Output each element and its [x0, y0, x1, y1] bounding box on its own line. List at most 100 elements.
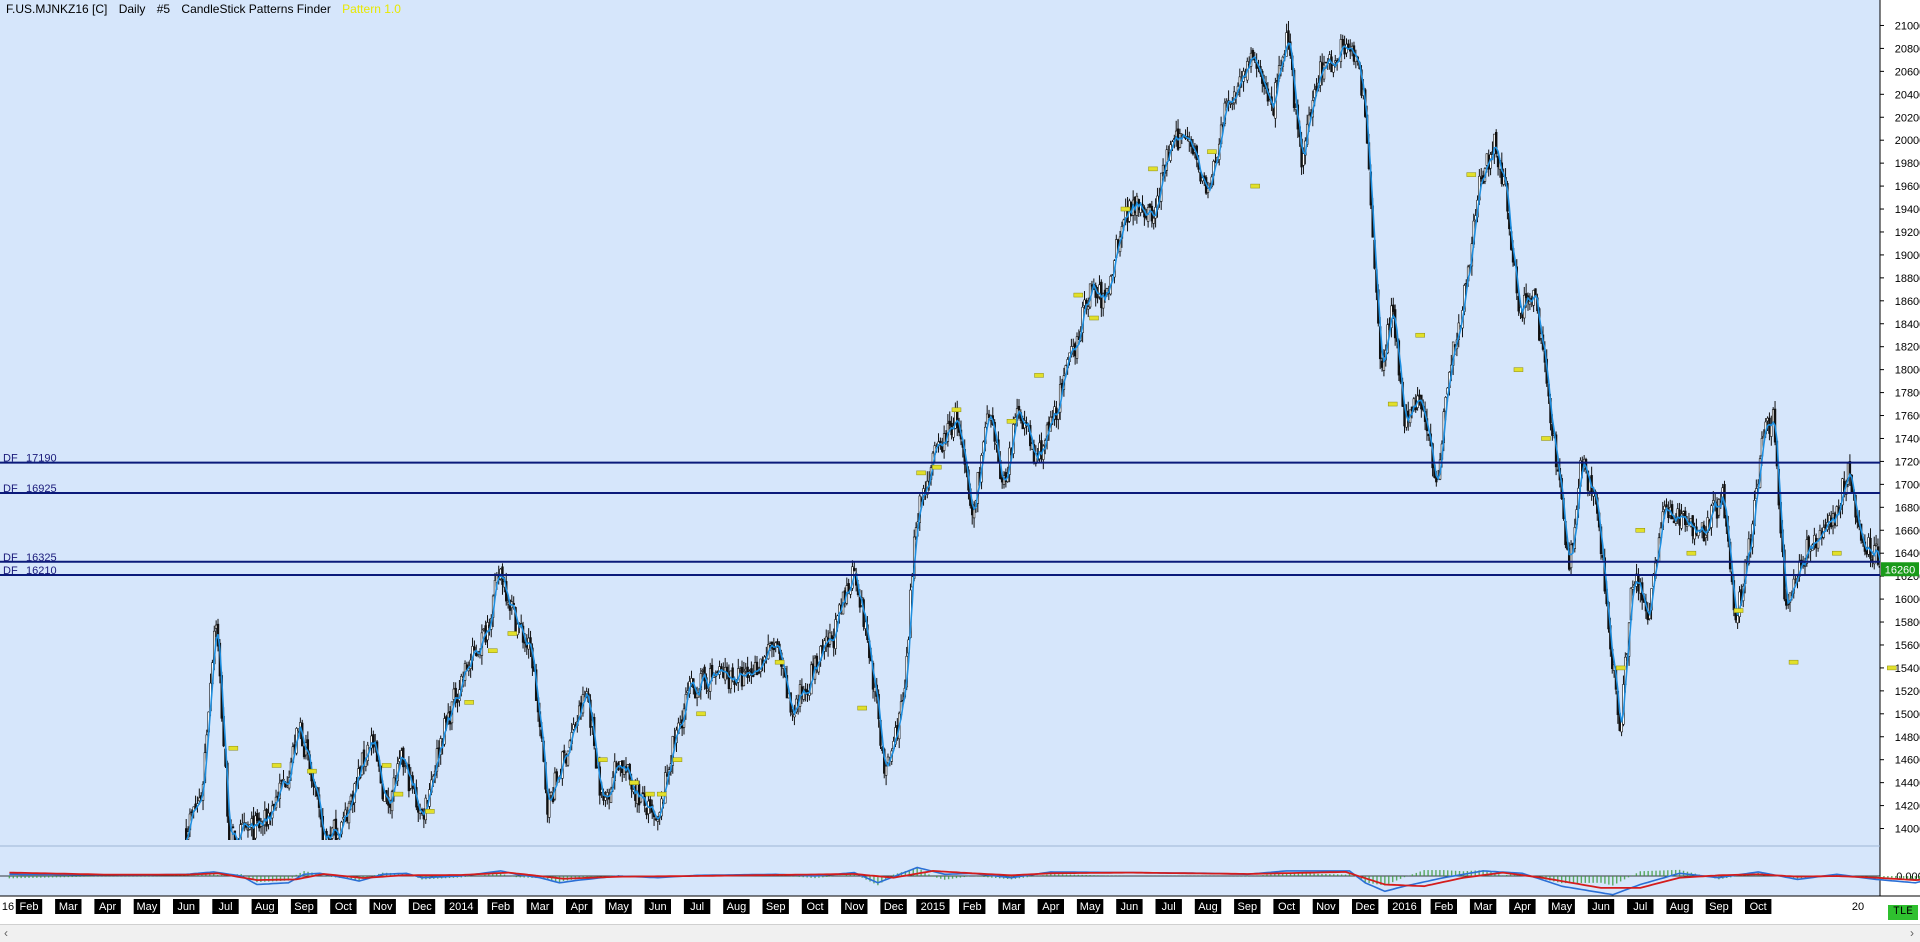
- scroll-right-icon[interactable]: ›: [1910, 926, 1914, 940]
- candle-body: [656, 819, 660, 822]
- candles: [185, 21, 1880, 840]
- date-tick: Oct: [330, 899, 357, 914]
- candle-body: [439, 738, 442, 755]
- pattern-marker: [1415, 332, 1425, 338]
- candle-body: [302, 746, 306, 758]
- pattern-marker: [696, 711, 706, 717]
- date-tick-box: [173, 899, 200, 914]
- date-tick-box: [762, 899, 789, 914]
- date-tick-label: Nov: [1316, 901, 1336, 913]
- candle-body: [972, 505, 976, 519]
- candle-body: [282, 778, 285, 781]
- date-tick-box: [841, 899, 868, 914]
- date-tick-box: [212, 899, 239, 914]
- candle-body: [548, 792, 551, 818]
- price-tick-label: 20600: [1895, 66, 1920, 78]
- date-tick-label: May: [608, 901, 629, 913]
- date-tick-label: Feb: [20, 901, 39, 913]
- candle-body: [1874, 543, 1878, 546]
- price-tick-label: 20400: [1895, 89, 1920, 101]
- candle-body: [733, 680, 736, 685]
- price-tick-label: 18200: [1895, 342, 1920, 354]
- candle-body: [1495, 131, 1498, 154]
- candle-body: [555, 771, 558, 782]
- date-tick-label: Sep: [1709, 901, 1729, 913]
- date-tick-label: Feb: [963, 901, 982, 913]
- level-label-name: DF: [3, 453, 18, 465]
- candle-body: [1867, 537, 1870, 555]
- date-tick: Oct: [1745, 899, 1772, 914]
- candle-body: [306, 739, 310, 754]
- date-tick-label: Mar: [59, 901, 78, 913]
- candle-body: [473, 646, 476, 651]
- price-tick-label: 14200: [1895, 801, 1920, 813]
- candle-body: [1805, 539, 1809, 564]
- price-axis-background: [1880, 0, 1920, 896]
- candle-body: [939, 440, 942, 444]
- signal-line: [9, 869, 1920, 889]
- candle-body: [1663, 505, 1666, 510]
- candle-body: [884, 765, 888, 776]
- price-tick-label: 15800: [1895, 617, 1920, 629]
- date-tick-label: Jun: [649, 901, 667, 913]
- date-tick-box: [15, 899, 43, 914]
- date-tick-label: Oct: [1278, 901, 1295, 913]
- date-tick-label: Oct: [806, 901, 823, 913]
- candle-body: [1096, 296, 1099, 299]
- level-label-value: 16210: [26, 565, 57, 577]
- candle-body: [1324, 61, 1328, 64]
- horizontal-scrollbar[interactable]: ‹ ›: [0, 924, 1920, 942]
- candle-body: [1766, 417, 1769, 422]
- candle-body: [1704, 534, 1708, 538]
- candle-body: [280, 779, 283, 782]
- level-label-name: DF: [3, 483, 18, 495]
- price-tick-label: 17200: [1895, 456, 1920, 468]
- date-tick-label: Aug: [1198, 901, 1218, 913]
- price-tick-label: 14800: [1895, 732, 1920, 744]
- candle-body: [1251, 50, 1255, 59]
- candle-body: [641, 792, 645, 794]
- date-tick-box: [94, 899, 121, 914]
- date-tick-box: [916, 899, 950, 914]
- candle-body: [1631, 586, 1635, 590]
- candle-body: [1231, 103, 1234, 105]
- scroll-left-icon[interactable]: ‹: [4, 926, 8, 940]
- pattern-marker: [1387, 401, 1398, 407]
- last-price-tag: [1881, 562, 1919, 577]
- date-tick: Aug: [1666, 899, 1693, 914]
- price-tick-label: 18000: [1895, 365, 1920, 377]
- pattern-marker: [1635, 528, 1646, 533]
- candle-body: [604, 796, 607, 801]
- average-line: [185, 42, 1880, 840]
- date-tick: Dec: [1352, 899, 1379, 914]
- date-tick-box: [1430, 899, 1457, 914]
- candle-body: [1341, 39, 1344, 46]
- date-tick-label: Nov: [373, 901, 393, 913]
- date-tick: Dec: [880, 899, 907, 914]
- date-tick-label: 20: [1852, 901, 1864, 913]
- pattern-marker: [1120, 206, 1131, 212]
- candle-body: [372, 734, 375, 748]
- pattern-marker: [951, 407, 962, 413]
- pattern-marker: [598, 757, 608, 762]
- candle-body: [475, 653, 478, 656]
- date-tick-label: Feb: [491, 901, 510, 913]
- level-label-name: DF: [3, 565, 18, 577]
- price-tick-label: 17000: [1895, 479, 1920, 491]
- pattern-marker: [629, 780, 639, 785]
- date-tick-label: Feb: [1434, 901, 1453, 913]
- date-tick: Jul: [683, 899, 711, 914]
- symbol-label: F.US.MJNKZ16 [C]: [6, 2, 108, 16]
- date-tick-box: [444, 899, 478, 914]
- candle-body: [987, 414, 991, 419]
- candle-body: [738, 668, 742, 671]
- date-tick-box: [723, 899, 750, 914]
- candle-body: [1556, 469, 1560, 472]
- pattern-marker: [1887, 665, 1897, 671]
- pattern-marker: [1073, 292, 1084, 298]
- level-label-value: 16325: [26, 552, 57, 564]
- candle-body: [701, 670, 704, 672]
- date-tick-box: [330, 899, 357, 914]
- candle-body: [1180, 134, 1184, 136]
